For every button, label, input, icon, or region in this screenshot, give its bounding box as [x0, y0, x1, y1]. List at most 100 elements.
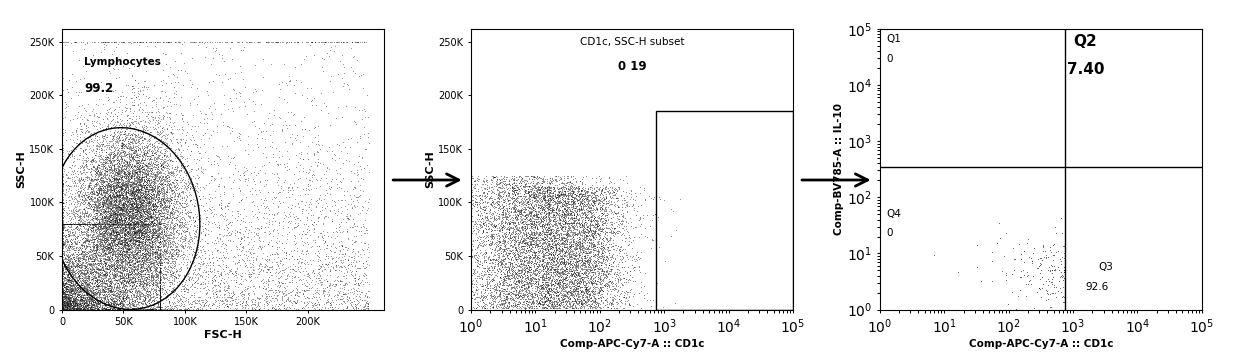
Point [104, 302, 124, 308]
Point [64, 214, 84, 220]
Point [503, 206, 523, 212]
Point [170, 303, 190, 309]
Point [164, 228, 183, 234]
Point [141, 278, 161, 284]
Point [302, 295, 322, 301]
Point [84, 258, 104, 264]
Point [102, 190, 121, 195]
Point [150, 296, 170, 302]
Point [95, 217, 115, 222]
Point [114, 201, 134, 207]
Point [1056, 163, 1075, 169]
Point [476, 214, 496, 220]
Point [549, 228, 569, 234]
Point [600, 251, 620, 256]
Point [79, 294, 99, 300]
Point [152, 205, 172, 211]
Point [152, 192, 172, 197]
Point [142, 208, 162, 213]
Point [121, 173, 141, 179]
Point [138, 299, 157, 305]
Point [217, 255, 237, 260]
Point [78, 135, 98, 140]
Point [1056, 254, 1075, 260]
Point [1056, 272, 1075, 278]
Point [112, 158, 131, 163]
Point [72, 218, 92, 224]
Point [180, 274, 199, 280]
Point [461, 304, 481, 310]
Point [536, 261, 556, 266]
Point [1056, 273, 1075, 279]
Point [76, 267, 95, 273]
Point [513, 212, 533, 218]
Point [88, 246, 108, 251]
Point [553, 191, 572, 197]
Point [157, 204, 177, 210]
Point [535, 221, 555, 226]
Point [473, 257, 493, 263]
Point [1056, 258, 1075, 264]
Point [561, 293, 581, 299]
Point [55, 261, 74, 267]
Point [571, 288, 591, 294]
Point [1028, 263, 1048, 269]
Point [600, 190, 620, 196]
Point [496, 249, 515, 255]
Point [84, 228, 104, 233]
Point [110, 175, 130, 181]
Point [125, 170, 145, 176]
Point [79, 203, 99, 209]
Point [68, 186, 88, 192]
Point [130, 249, 150, 255]
Point [130, 153, 150, 159]
Point [201, 268, 221, 274]
Point [466, 225, 486, 231]
Point [1056, 289, 1075, 294]
Point [498, 240, 518, 246]
Point [1056, 268, 1075, 274]
Point [197, 214, 217, 220]
Point [597, 212, 617, 217]
Point [590, 249, 610, 255]
Point [1056, 291, 1075, 296]
Point [129, 290, 149, 296]
Point [58, 305, 78, 311]
Point [147, 243, 167, 249]
Point [118, 230, 138, 236]
Point [607, 203, 627, 208]
Point [481, 257, 501, 262]
Point [99, 241, 119, 247]
Point [330, 228, 349, 233]
Point [128, 201, 147, 206]
Point [160, 185, 180, 190]
Point [67, 210, 87, 216]
Point [1056, 275, 1075, 280]
Point [606, 211, 626, 216]
Point [118, 246, 138, 252]
Point [506, 215, 525, 221]
Point [461, 255, 481, 261]
Point [155, 224, 175, 230]
Point [61, 280, 81, 286]
Point [478, 226, 498, 232]
Point [149, 196, 169, 202]
Point [1056, 254, 1075, 260]
Point [223, 155, 243, 161]
Point [584, 288, 603, 293]
Point [569, 298, 589, 304]
Point [99, 276, 119, 282]
Point [1056, 286, 1075, 292]
Point [102, 287, 121, 293]
Point [582, 297, 602, 303]
Point [107, 192, 126, 198]
Point [149, 191, 169, 197]
Point [313, 288, 333, 294]
Point [64, 278, 84, 283]
Point [83, 284, 103, 289]
Point [125, 221, 145, 227]
Point [100, 268, 120, 274]
Point [73, 210, 93, 216]
Point [493, 273, 513, 279]
Point [561, 306, 581, 311]
